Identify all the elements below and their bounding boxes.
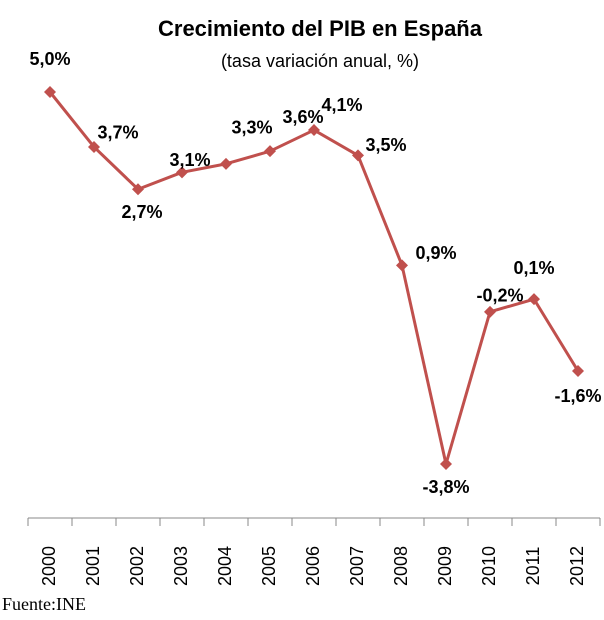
x-tick-label: 2012 [567,546,587,586]
x-tick-label: 2009 [435,546,455,586]
data-label: -3,8% [422,477,469,497]
chart-title: Crecimiento del PIB en España [158,16,483,41]
marker [44,86,56,98]
data-label: 3,7% [97,123,138,143]
marker [308,124,320,137]
data-label: 5,0% [29,49,70,69]
x-tick-label: 2005 [259,546,279,586]
x-tick-label: 2000 [39,546,59,586]
data-label: 4,1% [321,95,362,115]
x-tick-label: 2010 [479,546,499,586]
data-label: -1,6% [554,386,601,406]
marker [88,140,100,153]
marker [352,149,364,162]
marker [484,305,496,318]
data-label: 2,7% [121,202,162,222]
x-tick-label: 2003 [171,546,191,586]
data-label: 3,6% [282,107,323,127]
data-label: 0,9% [415,243,456,263]
data-label: 3,1% [169,150,210,170]
marker [264,145,276,158]
source: Fuente:INE [2,594,86,614]
x-tick-label: 2006 [303,546,323,586]
marker [396,259,408,272]
x-tick-label: 2011 [523,547,543,586]
data-label: 3,3% [231,118,272,138]
data-label: -0,2% [476,286,523,306]
marker [176,166,188,179]
data-label: 0,1% [513,258,554,278]
x-tick-label: 2001 [83,546,103,586]
x-tick-label: 2007 [347,546,367,586]
chart-subtitle: (tasa variación anual, %) [221,51,419,71]
marker [220,157,232,170]
marker [572,365,584,377]
x-tick-label: 2004 [215,546,235,586]
line [48,91,580,466]
marker [528,293,540,306]
x-tick-label: 2008 [391,546,411,586]
data-label: 3,5% [365,135,406,155]
x-tick-label: 2002 [127,546,147,586]
marker [132,183,144,196]
marker [440,458,452,470]
